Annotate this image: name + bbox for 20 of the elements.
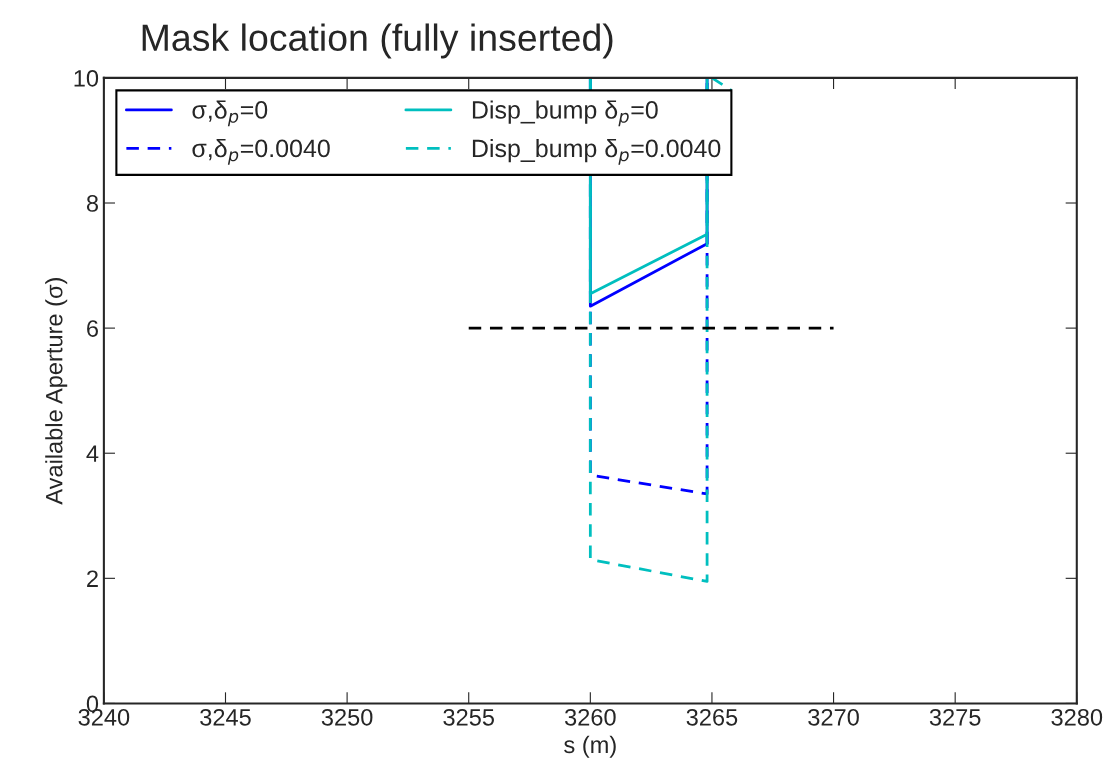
y-axis-title: Available Aperture (σ) (45, 278, 68, 505)
y-tick-label: 10 (74, 69, 99, 87)
x-tick-label: 3265 (686, 708, 738, 726)
legend-label: σ,δ$_{p}$=0.0040 (192, 138, 330, 165)
y-tick-label: 8 (86, 195, 98, 212)
y-tick-label: 6 (87, 320, 98, 337)
x-tick-label: 3250 (321, 708, 373, 726)
x-axis-title: s (m) (564, 735, 616, 758)
y-tick-label: 4 (86, 445, 99, 462)
y-tick-label: 2 (87, 570, 98, 587)
legend-label: σ,δ$_{p}$=0 (192, 100, 268, 127)
x-tick-label: 3260 (564, 708, 616, 726)
x-tick-label: 3280 (1051, 708, 1103, 726)
legend-label: Disp_bump δ$_{p}$=0 (472, 100, 658, 127)
x-tick-label: 3245 (200, 708, 251, 726)
legend-label: Disp_bump δ$_{p}$=0.0040 (472, 138, 721, 165)
x-tick-label: 3275 (929, 708, 981, 726)
x-tick-label: 3270 (808, 708, 859, 726)
chart-title: Mask location (fully inserted) (142, 23, 613, 59)
x-tick-label: 3255 (443, 708, 494, 726)
